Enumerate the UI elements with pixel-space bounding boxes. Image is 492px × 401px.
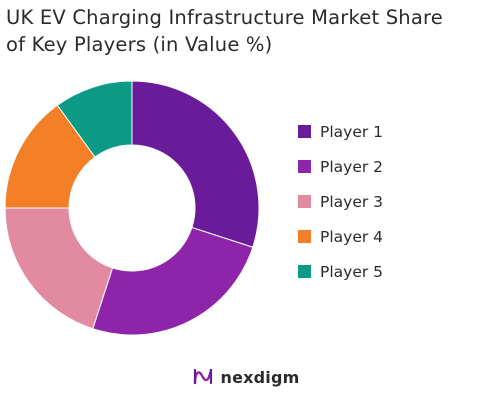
chart-title: UK EV Charging Infrastructure Market Sha… [6, 4, 486, 58]
legend-swatch-4 [298, 230, 311, 243]
chart-legend: Player 1 Player 2 Player 3 Player 4 Player 5 [298, 114, 383, 289]
chart-title-line-2: of Key Players (in Value %) [6, 33, 273, 56]
brand-name: nexdigm [220, 367, 300, 387]
nexdigm-logo-icon [194, 368, 213, 385]
legend-item-1: Player 1 [298, 114, 383, 149]
legend-label-3: Player 3 [320, 192, 384, 211]
legend-label-5: Player 5 [320, 262, 384, 281]
donut-slice-2 [92, 226, 254, 336]
donut-slice-3 [4, 207, 114, 330]
legend-label-2: Player 2 [320, 157, 384, 176]
legend-swatch-3 [298, 195, 311, 208]
footer-logo: nexdigm [0, 366, 492, 388]
legend-item-4: Player 4 [298, 219, 383, 254]
legend-item-5: Player 5 [298, 254, 383, 289]
legend-swatch-5 [298, 265, 311, 278]
legend-item-3: Player 3 [298, 184, 383, 219]
donut-slice-5 [56, 80, 133, 158]
legend-swatch-1 [298, 125, 311, 138]
chart-title-line-1: UK EV Charging Infrastructure Market Sha… [6, 6, 443, 29]
legend-item-2: Player 2 [298, 149, 383, 184]
legend-swatch-2 [298, 160, 311, 173]
legend-label-1: Player 1 [320, 122, 384, 141]
legend-label-4: Player 4 [320, 227, 384, 246]
donut-slice-1 [131, 80, 260, 248]
